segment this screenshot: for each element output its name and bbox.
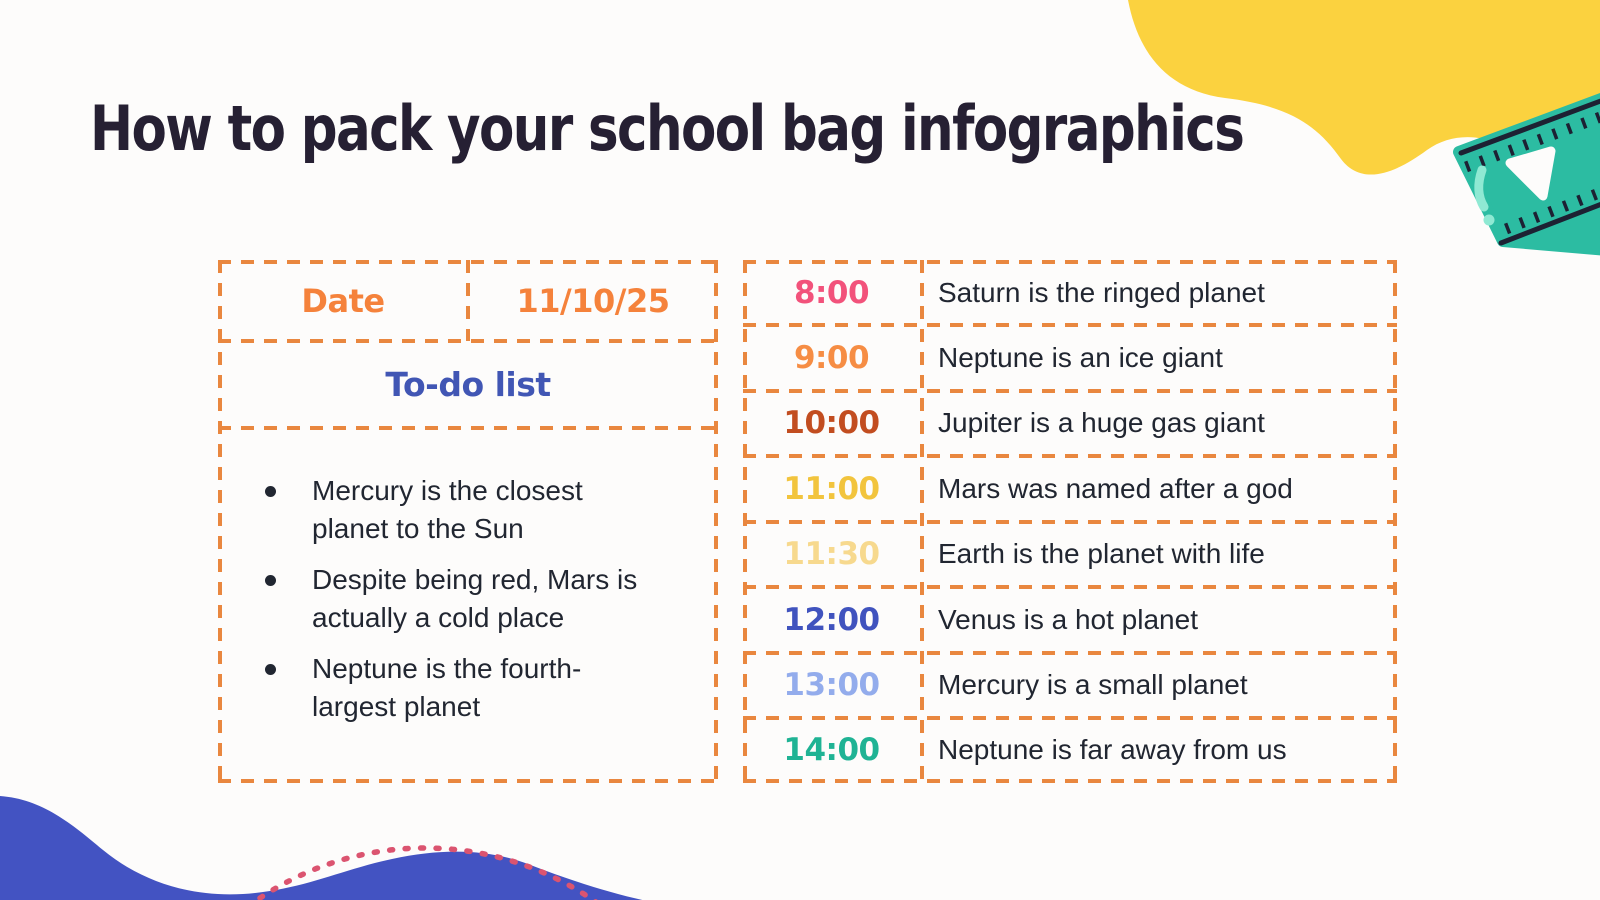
schedule-row: 14:00 Neptune is far away from us — [743, 718, 1397, 783]
schedule-row-divider — [743, 651, 1397, 655]
time-cell: 12:00 — [743, 587, 920, 652]
date-label: Date — [301, 281, 385, 320]
date-value: 11/10/25 — [516, 281, 670, 320]
page-title: How to pack your school bag infographics — [90, 92, 1245, 165]
planner-divider — [218, 426, 718, 430]
fact-cell: Neptune is far away from us — [920, 718, 1397, 783]
todo-item: Neptune is the fourth-largest planet — [262, 650, 662, 726]
fact-cell: Venus is a hot planet — [920, 587, 1397, 652]
schedule-row: 13:00 Mercury is a small planet — [743, 652, 1397, 717]
time-cell: 9:00 — [743, 325, 920, 390]
time-label: 8:00 — [793, 274, 870, 311]
todo-header-row: To-do list — [218, 341, 718, 428]
todo-item: Mercury is the closest planet to the Sun — [262, 472, 662, 548]
schedule-row-divider — [743, 520, 1397, 524]
date-label-cell: Date — [218, 260, 468, 341]
schedule-row: 11:00 Mars was named after a god — [743, 456, 1397, 521]
schedule-row-divider — [743, 585, 1397, 589]
schedule-row-divider — [743, 716, 1397, 720]
time-label: 13:00 — [783, 666, 880, 703]
fact-cell: Neptune is an ice giant — [920, 325, 1397, 390]
todo-title: To-do list — [385, 365, 551, 404]
fact-text: Saturn is the ringed planet — [938, 276, 1265, 308]
schedule-row: 8:00 Saturn is the ringed planet — [743, 260, 1397, 325]
schedule-row: 11:30 Earth is the planet with life — [743, 522, 1397, 587]
fact-cell: Mercury is a small planet — [920, 652, 1397, 717]
time-cell: 14:00 — [743, 718, 920, 783]
schedule-table: 8:00 Saturn is the ringed planet 9:00 Ne… — [743, 260, 1397, 783]
date-row: Date 11/10/25 — [218, 260, 718, 341]
todo-item: Despite being red, Mars is actually a co… — [262, 561, 662, 637]
todo-body-cell: Mercury is the closest planet to the Sun… — [218, 428, 718, 783]
time-cell: 13:00 — [743, 652, 920, 717]
time-label: 9:00 — [793, 340, 870, 377]
time-cell: 11:00 — [743, 456, 920, 521]
date-cell-divider — [466, 260, 470, 341]
time-label: 11:00 — [783, 470, 880, 507]
schedule-row-divider — [743, 389, 1397, 393]
triangle-ruler-icon — [1453, 92, 1600, 256]
todo-list: Mercury is the closest planet to the Sun… — [262, 472, 662, 726]
time-label: 10:00 — [783, 405, 880, 442]
fact-text: Jupiter is a huge gas giant — [938, 407, 1265, 439]
schedule-row-divider — [743, 454, 1397, 458]
fact-text: Neptune is an ice giant — [938, 342, 1223, 374]
fact-text: Neptune is far away from us — [938, 734, 1287, 766]
planner-table: Date 11/10/25 To-do list Mercury is the … — [218, 260, 718, 783]
time-label: 11:30 — [783, 536, 880, 573]
schedule-row: 12:00 Venus is a hot planet — [743, 587, 1397, 652]
time-cell: 11:30 — [743, 522, 920, 587]
fact-cell: Earth is the planet with life — [920, 522, 1397, 587]
schedule-row: 10:00 Jupiter is a huge gas giant — [743, 391, 1397, 456]
blue-blob-shape — [0, 796, 680, 900]
time-cell: 8:00 — [743, 260, 920, 325]
fact-text: Mars was named after a god — [938, 472, 1293, 504]
fact-cell: Saturn is the ringed planet — [920, 260, 1397, 325]
schedule-row: 9:00 Neptune is an ice giant — [743, 325, 1397, 390]
schedule-row-divider — [743, 323, 1397, 327]
time-label: 12:00 — [783, 601, 880, 638]
fact-text: Earth is the planet with life — [938, 538, 1265, 570]
fact-cell: Mars was named after a god — [920, 456, 1397, 521]
fact-cell: Jupiter is a huge gas giant — [920, 391, 1397, 456]
time-cell: 10:00 — [743, 391, 920, 456]
planner-divider — [218, 339, 718, 343]
time-label: 14:00 — [783, 732, 880, 769]
dotted-circle-shape — [252, 845, 598, 900]
fact-text: Venus is a hot planet — [938, 603, 1198, 635]
fact-text: Mercury is a small planet — [938, 668, 1248, 700]
date-value-cell: 11/10/25 — [468, 260, 718, 341]
